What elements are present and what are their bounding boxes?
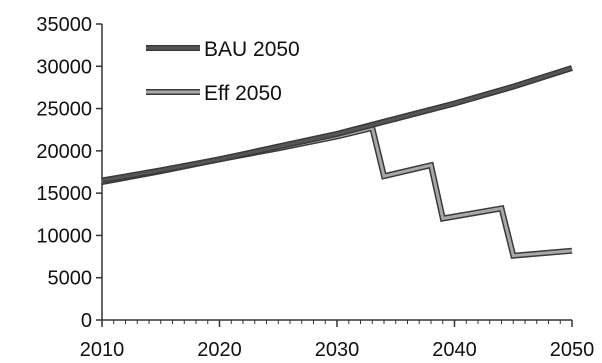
chart-axes: 0 5000 10000 15000 20000 25000 30000 35000 2010 2…	[36, 14, 594, 361]
series-outline-eff-2050	[101, 124, 573, 259]
x-tick-label: 2020	[197, 339, 242, 361]
chart-series	[101, 65, 573, 259]
y-tick-label: 10000	[36, 225, 92, 247]
legend-label-bau-2050: BAU 2050	[204, 38, 300, 61]
y-tick-label: 30000	[36, 56, 92, 78]
series-outline-bau-2050	[101, 65, 573, 184]
x-tick-label: 2040	[432, 339, 477, 361]
y-tick-label: 15000	[36, 183, 92, 205]
x-tick-label: 2030	[315, 339, 360, 361]
y-tick-label: 5000	[48, 268, 93, 290]
x-tick-label: 2050	[550, 339, 595, 361]
legend-label-eff-2050: Eff 2050	[204, 82, 282, 105]
y-tick-label: 35000	[36, 14, 92, 36]
y-tick-label: 0	[81, 310, 92, 332]
x-tick-label: 2010	[80, 339, 125, 361]
series-line-eff-2050	[101, 126, 573, 258]
y-tick-label: 20000	[36, 141, 92, 163]
y-tick-label: 25000	[36, 99, 92, 121]
chart-legend: BAU 2050 Eff 2050	[146, 38, 300, 105]
series-line-bau-2050	[101, 66, 573, 182]
